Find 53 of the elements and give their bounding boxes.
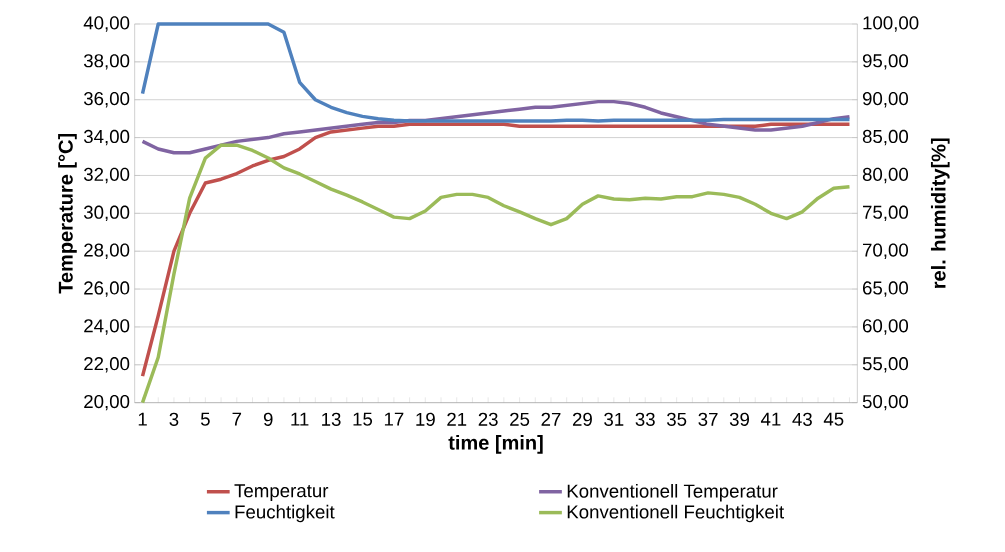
- y-tick-label: 26,00: [84, 281, 130, 297]
- y2-tick-label: 100,00: [863, 16, 919, 32]
- y-tick-label: 34,00: [83, 129, 130, 146]
- x-tick-label: 45: [823, 412, 844, 426]
- x-tick-label: 39: [729, 412, 749, 426]
- x-tick-label: 37: [698, 412, 718, 426]
- legend-label: Feuchtigkeit: [235, 504, 335, 523]
- y-tick-label: 22,00: [84, 357, 130, 373]
- x-tick-label: 17: [384, 412, 404, 426]
- x-tick-label: 25: [510, 412, 530, 426]
- y2-tick-label: 90,00: [862, 92, 909, 108]
- x-tick-label: 43: [792, 412, 812, 426]
- x-tick-label: 5: [200, 412, 210, 426]
- y2-tick-label: 55,00: [862, 357, 909, 373]
- legend-label: Konventionell Feuchtigkeit: [567, 504, 784, 523]
- x-tick-label: 27: [541, 412, 561, 426]
- x-tick-label: 13: [322, 412, 341, 426]
- y2-tick-label: 60,00: [862, 319, 909, 335]
- x-tick-label: 7: [232, 412, 242, 426]
- x-tick-label: 11: [291, 412, 309, 426]
- y2-axis-title: rel. humidity[%]: [930, 138, 950, 288]
- line-series: [140, 143, 852, 405]
- x-tick-label: 31: [604, 412, 624, 426]
- x-axis-title: time [min]: [448, 435, 543, 454]
- legend-label: Temperatur: [234, 484, 329, 502]
- y-tick-label: 20,00: [84, 394, 130, 411]
- x-tick-label: 9: [263, 412, 273, 426]
- y2-tick-label: 65,00: [862, 281, 909, 297]
- y-tick-label: 28,00: [84, 243, 130, 259]
- y2-tick-label: 85,00: [862, 129, 909, 146]
- x-tick-label: 41: [760, 412, 781, 426]
- y2-tick-label: 70,00: [863, 243, 909, 259]
- y2-tick-label: 80,00: [862, 167, 909, 184]
- x-tick-label: 15: [353, 412, 373, 426]
- x-tick-label: 19: [416, 412, 435, 426]
- y-tick-label: 24,00: [84, 319, 130, 335]
- y-tick-label: 32,00: [83, 167, 130, 184]
- x-tick-label: 23: [478, 412, 498, 426]
- x-tick-label: 35: [667, 412, 687, 426]
- x-tick-label: 21: [447, 412, 467, 426]
- y-tick-label: 38,00: [83, 54, 130, 70]
- y2-tick-label: 75,00: [863, 205, 909, 222]
- legend-label: Konventionell Temperatur: [567, 483, 778, 502]
- x-tick-label: 3: [169, 412, 179, 426]
- y-tick-label: 30,00: [83, 205, 130, 222]
- y2-tick-label: 50,00: [862, 394, 909, 411]
- x-tick-label: 1: [138, 412, 147, 426]
- y-tick-label: 36,00: [83, 92, 130, 108]
- x-tick-label: 29: [572, 412, 592, 426]
- y-tick-label: 40,00: [83, 16, 130, 32]
- y2-tick-label: 95,00: [862, 54, 909, 70]
- x-tick-label: 33: [635, 412, 655, 426]
- y-axis-title: Temperature [°C]: [58, 133, 77, 294]
